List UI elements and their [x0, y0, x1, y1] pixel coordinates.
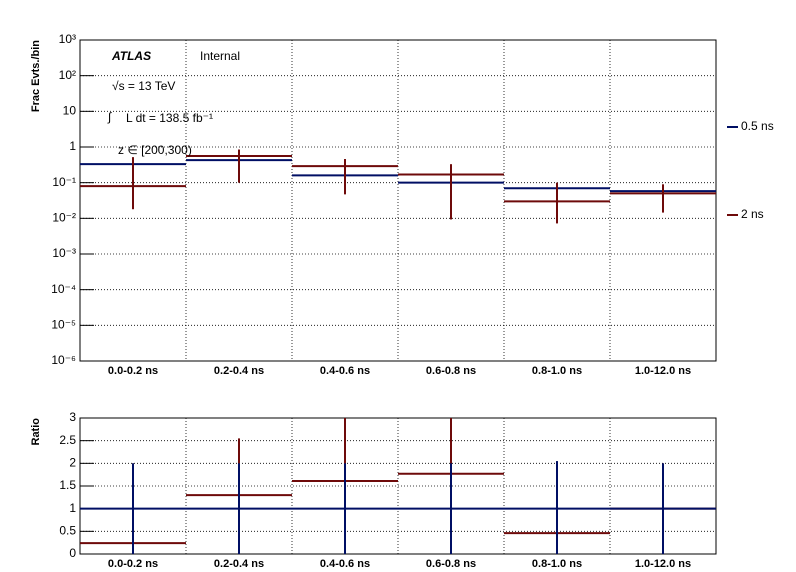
annotation: z ∈ [200,300): [118, 143, 192, 157]
y-tick-label: 2.5: [59, 433, 76, 447]
y-tick-label: 2: [69, 456, 76, 470]
y-tick-label: 10²: [59, 68, 76, 82]
y-tick-label: 1: [69, 139, 76, 153]
y-tick-label: 10⁻²: [52, 211, 76, 225]
y-tick-label: 0: [69, 546, 76, 560]
y-tick-label: 10⁻⁵: [51, 318, 76, 332]
x-tick-label: 0.6-0.8 ns: [426, 365, 476, 377]
plot-frame: [79, 39, 717, 362]
y-tick-label: 10⁻³: [52, 246, 76, 260]
x-tick-label: 0.4-0.6 ns: [320, 558, 370, 570]
y-tick-label: 10⁻⁴: [51, 282, 76, 296]
y-axis-title: Ratio: [30, 418, 42, 446]
y-tick-label: 1.5: [59, 478, 76, 492]
legend-label: 0.5 ns: [741, 119, 774, 133]
x-tick-label: 0.6-0.8 ns: [426, 558, 476, 570]
annotation: √s = 13 TeV: [112, 79, 175, 93]
x-tick-label: 0.8-1.0 ns: [532, 558, 582, 570]
annotation: ATLAS: [111, 49, 151, 63]
annotation: ∫: [107, 110, 112, 124]
x-tick-label: 0.2-0.4 ns: [214, 558, 264, 570]
y-tick-label: 0.5: [59, 524, 76, 538]
x-tick-label: 1.0-12.0 ns: [635, 365, 691, 377]
y-tick-label: 10³: [59, 32, 76, 46]
y-tick-label: 10⁻¹: [52, 175, 76, 189]
x-tick-label: 0.4-0.6 ns: [320, 365, 370, 377]
x-tick-label: 0.2-0.4 ns: [214, 365, 264, 377]
legend-label: 2 ns: [741, 207, 764, 221]
y-tick-label: 10⁻⁶: [51, 353, 76, 367]
y-tick-label: 1: [69, 501, 76, 515]
annotation: Internal: [200, 49, 240, 63]
y-tick-label: 3: [69, 410, 76, 424]
x-tick-label: 1.0-12.0 ns: [635, 558, 691, 570]
x-tick-label: 0.8-1.0 ns: [532, 365, 582, 377]
x-tick-label: 0.0-0.2 ns: [108, 365, 158, 377]
x-tick-label: 0.0-0.2 ns: [108, 558, 158, 570]
y-axis-title: Frac Evts./bin: [30, 40, 42, 112]
annotation: L dt = 138.5 fb⁻¹: [126, 111, 213, 125]
plot-frame: [79, 417, 717, 555]
y-tick-label: 10: [63, 104, 77, 118]
